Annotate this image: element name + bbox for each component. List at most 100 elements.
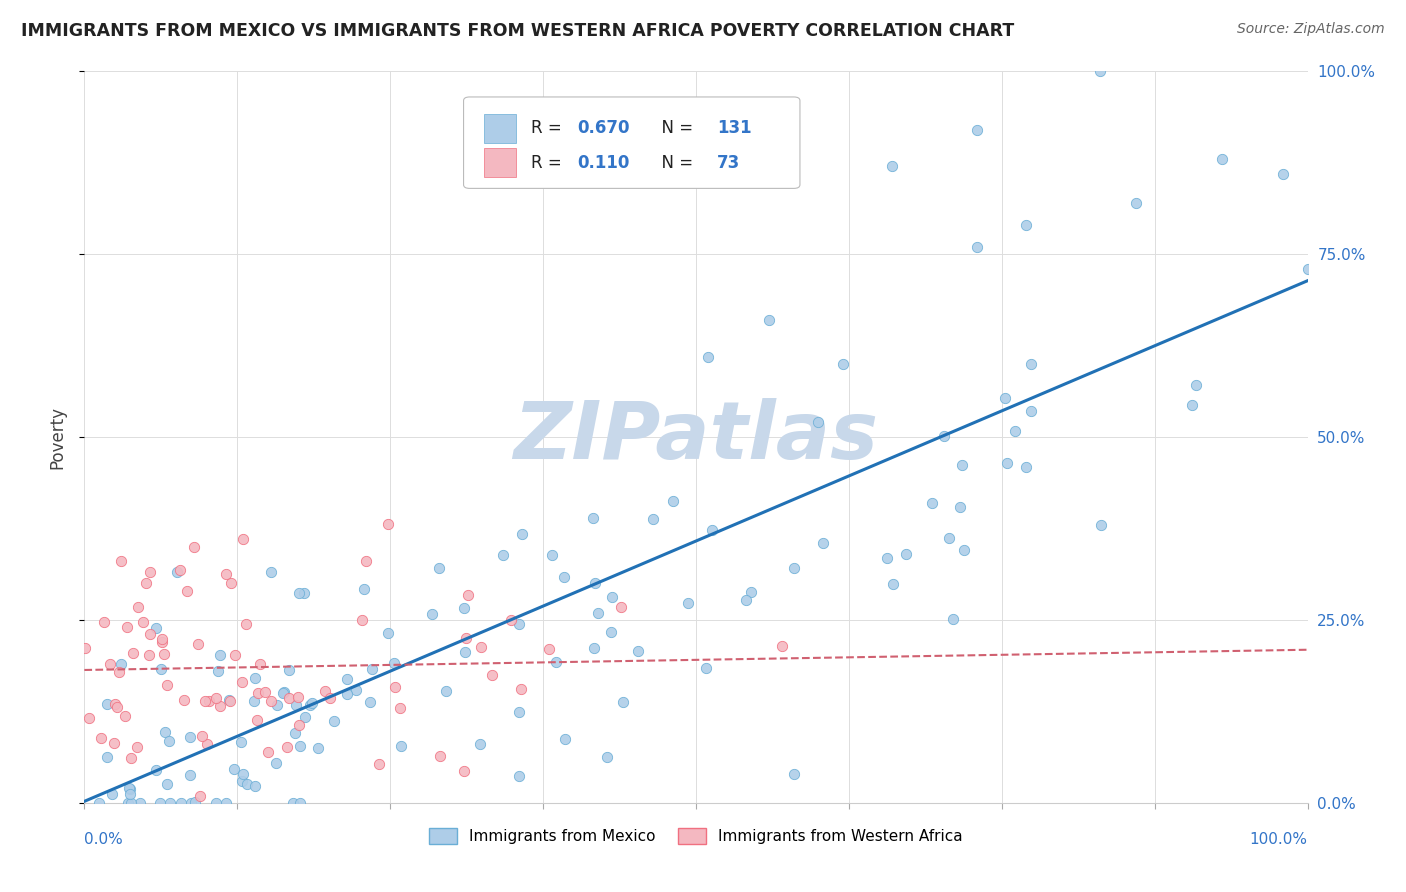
Point [942, 612, 965, 626]
Point [110, 554, 132, 568]
Point [1211, 152, 1233, 166]
Point [96, 750, 118, 764]
Point [382, 656, 405, 670]
Point [298, 698, 321, 713]
Point [740, 585, 762, 599]
Point [273, 685, 295, 699]
Point [254, 684, 277, 698]
Point [145, 763, 167, 777]
Point [243, 694, 266, 708]
Point [139, 627, 162, 641]
Point [966, 123, 988, 137]
Point [314, 683, 336, 698]
Point [232, 766, 254, 780]
Point [231, 773, 253, 788]
Point [553, 570, 575, 584]
Point [215, 796, 238, 810]
Point [138, 565, 160, 579]
Point [581, 511, 603, 525]
Point [197, 693, 219, 707]
Point [183, 540, 205, 554]
Point [224, 648, 246, 662]
Point [218, 694, 240, 708]
Point [277, 664, 299, 678]
Point [194, 694, 217, 708]
Point [602, 591, 624, 605]
Point [149, 796, 172, 810]
Point [103, 698, 125, 712]
Point [583, 640, 606, 655]
Point [118, 780, 141, 795]
Point [1090, 518, 1112, 533]
Point [377, 516, 399, 531]
Point [770, 639, 793, 653]
Text: R =: R = [531, 153, 572, 172]
Point [287, 690, 309, 704]
Point [595, 750, 617, 764]
Point [641, 512, 664, 526]
Point [783, 561, 806, 575]
Point [586, 607, 609, 621]
Point [758, 313, 780, 327]
Point [235, 617, 257, 632]
Point [1019, 404, 1042, 418]
Point [169, 563, 191, 577]
Point [995, 457, 1018, 471]
Point [934, 429, 956, 443]
Point [215, 567, 238, 582]
Point [157, 734, 180, 748]
Point [457, 588, 479, 602]
Point [103, 737, 125, 751]
Point [949, 500, 972, 514]
Point [276, 740, 298, 755]
Point [359, 695, 381, 709]
Point [285, 698, 308, 712]
Point [150, 632, 173, 646]
Point [1181, 398, 1204, 412]
Point [1015, 218, 1038, 232]
Point [195, 737, 218, 751]
Point [1296, 261, 1319, 276]
Point [257, 745, 280, 759]
Point [880, 160, 903, 174]
Point [508, 617, 530, 632]
Point [510, 527, 533, 541]
Point [294, 709, 316, 723]
Point [179, 768, 201, 782]
Point [187, 637, 209, 651]
Point [122, 646, 145, 660]
Point [1088, 64, 1111, 78]
FancyBboxPatch shape [464, 97, 800, 188]
Point [1185, 377, 1208, 392]
Point [938, 531, 960, 545]
Text: Source: ZipAtlas.com: Source: ZipAtlas.com [1237, 22, 1385, 37]
Point [173, 693, 195, 707]
Point [627, 644, 650, 658]
Point [361, 662, 384, 676]
Point [353, 582, 375, 596]
Point [456, 632, 478, 646]
Point [1125, 196, 1147, 211]
Point [501, 614, 523, 628]
Point [454, 645, 477, 659]
Point [307, 741, 329, 756]
Text: 0.670: 0.670 [578, 120, 630, 137]
Point [98, 657, 121, 671]
Point [921, 496, 943, 510]
Point [950, 458, 973, 472]
Point [468, 737, 491, 751]
Point [554, 732, 576, 747]
Point [135, 576, 157, 591]
Point [281, 796, 304, 810]
Point [600, 624, 623, 639]
Point [120, 751, 142, 765]
Point [117, 796, 139, 810]
Point [384, 680, 406, 694]
Point [108, 665, 131, 679]
Point [429, 748, 451, 763]
Point [218, 692, 240, 706]
Point [811, 536, 834, 550]
Point [368, 756, 391, 771]
Point [288, 585, 311, 599]
Point [236, 777, 259, 791]
